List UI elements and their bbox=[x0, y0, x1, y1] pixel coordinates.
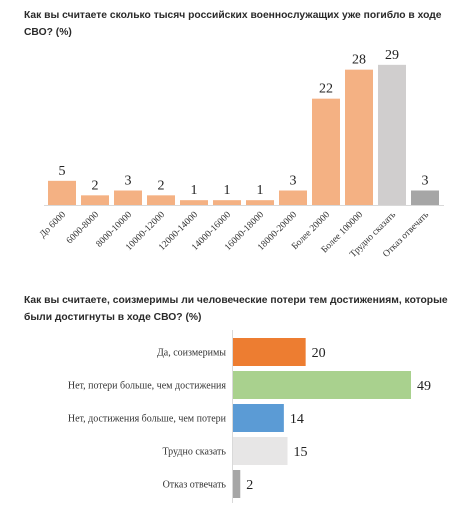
data-label: 3 bbox=[290, 174, 297, 189]
data-label: 1 bbox=[257, 183, 264, 198]
bar bbox=[345, 69, 373, 206]
data-label: 29 bbox=[385, 48, 399, 63]
data-label: 14 bbox=[290, 412, 304, 427]
bar bbox=[213, 200, 241, 205]
data-label: 3 bbox=[422, 174, 429, 189]
data-label: 1 bbox=[191, 183, 198, 198]
y-tick-label: Нет, потери больше, чем достижения bbox=[68, 381, 227, 392]
y-tick-label: Нет, достижения больше, чем потери bbox=[68, 414, 227, 425]
data-label: 1 bbox=[224, 183, 231, 198]
data-label: 49 bbox=[417, 379, 431, 394]
y-tick-label: Трудно сказать bbox=[162, 447, 226, 458]
data-label: 2 bbox=[246, 478, 253, 493]
y-tick-label: Да, соизмеримы bbox=[157, 348, 226, 359]
bar bbox=[246, 200, 274, 205]
bar bbox=[180, 200, 208, 205]
chart1-plot: 5До 600026000-800038000-10000210000-1200… bbox=[38, 48, 444, 260]
bar bbox=[233, 470, 241, 498]
bar bbox=[233, 404, 284, 432]
bar bbox=[279, 190, 307, 205]
bar bbox=[48, 180, 76, 205]
bar bbox=[233, 371, 411, 399]
bar bbox=[81, 195, 109, 205]
data-label: 5 bbox=[59, 164, 66, 179]
bar bbox=[411, 190, 439, 205]
bar bbox=[114, 190, 142, 205]
bar bbox=[233, 437, 288, 465]
data-label: 20 bbox=[312, 346, 326, 361]
bar bbox=[312, 98, 340, 205]
chart1-title: Как вы считаете сколько тысяч российских… bbox=[24, 10, 442, 38]
y-tick-label: Отказ отвечать bbox=[163, 480, 227, 491]
bar bbox=[233, 338, 306, 366]
data-label: 28 bbox=[352, 53, 366, 68]
chart2-title: Как вы считаете, соизмеримы ли человечес… bbox=[24, 295, 448, 323]
bar bbox=[147, 195, 175, 205]
data-label: 15 bbox=[293, 445, 307, 460]
data-label: 22 bbox=[319, 82, 333, 97]
bar bbox=[378, 64, 406, 205]
data-label: 2 bbox=[92, 178, 99, 193]
data-label: 3 bbox=[125, 174, 132, 189]
data-label: 2 bbox=[158, 178, 165, 193]
